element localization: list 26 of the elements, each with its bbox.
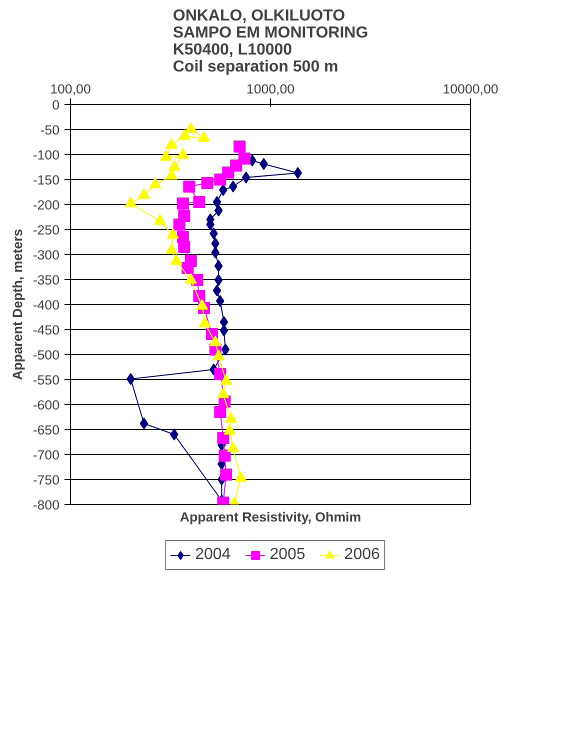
legend-label: 2004 (195, 546, 231, 564)
y-tick-label: -700 (32, 448, 60, 462)
x-tick-label: 1000,00 (246, 82, 295, 96)
x-axis-title: Apparent Resistivity, Ohmim (180, 510, 362, 524)
legend-label: 2006 (344, 546, 380, 564)
legend-label: 2005 (270, 546, 306, 564)
y-tick-label: -150 (32, 172, 60, 188)
x-tick-label: 10000,00 (442, 82, 498, 96)
y-tick-label: -500 (32, 348, 60, 362)
y-tick-label: -800 (32, 498, 60, 512)
x-tick-label: 100,00 (50, 82, 91, 96)
y-tick-label: -650 (32, 422, 60, 438)
y-tick-label: -550 (32, 372, 60, 388)
y-tick-label: -200 (32, 198, 60, 212)
y-tick-label: -100 (32, 148, 60, 162)
y-tick-label: -600 (32, 398, 60, 412)
y-tick-label: 0 (52, 98, 60, 112)
y-tick-label: -250 (32, 222, 60, 238)
y-tick-label: -350 (32, 272, 60, 288)
y-tick-label: -50 (40, 122, 60, 138)
chart-title: ONKALO, OLKILUOTO SAMPO EM MONITORING K50400, L10000 Coil separation 500 m (172, 8, 368, 76)
y-tick-label: -300 (32, 248, 60, 262)
y-tick-label: -400 (32, 298, 60, 312)
y-axis-title: Apparent Depth, meters (10, 228, 25, 380)
y-tick-label: -450 (32, 322, 60, 338)
y-tick-label: -750 (32, 472, 60, 488)
